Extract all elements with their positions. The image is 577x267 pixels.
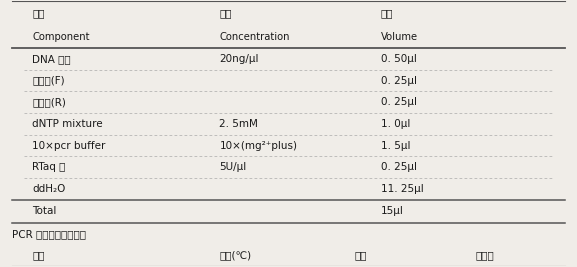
Text: 11. 25μl: 11. 25μl — [381, 184, 424, 194]
Text: dNTP mixture: dNTP mixture — [32, 119, 103, 129]
Text: RTaq 酶: RTaq 酶 — [32, 162, 66, 172]
Text: ddH₂O: ddH₂O — [32, 184, 66, 194]
Text: 5U/μl: 5U/μl — [219, 162, 247, 172]
Text: 温度(℃): 温度(℃) — [219, 250, 252, 261]
Text: 10×(mg²⁺plus): 10×(mg²⁺plus) — [219, 141, 297, 151]
Text: 0. 25μl: 0. 25μl — [381, 76, 417, 86]
Text: 体积: 体积 — [381, 9, 393, 19]
Text: Component: Component — [32, 32, 90, 42]
Text: 0. 25μl: 0. 25μl — [381, 162, 417, 172]
Text: 0. 50μl: 0. 50μl — [381, 54, 417, 64]
Text: DNA 模板: DNA 模板 — [32, 54, 71, 64]
Text: 后引物(R): 后引物(R) — [32, 97, 66, 107]
Text: 1. 5μl: 1. 5μl — [381, 141, 410, 151]
Text: 15μl: 15μl — [381, 206, 403, 216]
Text: 2. 5mM: 2. 5mM — [219, 119, 258, 129]
Text: 20ng/μl: 20ng/μl — [219, 54, 259, 64]
Text: Concentration: Concentration — [219, 32, 290, 42]
Text: 10×pcr buffer: 10×pcr buffer — [32, 141, 106, 151]
Text: 1. 0μl: 1. 0μl — [381, 119, 410, 129]
Text: 时间: 时间 — [355, 250, 367, 261]
Text: 0. 25μl: 0. 25μl — [381, 97, 417, 107]
Text: 组分: 组分 — [32, 9, 45, 19]
Text: Volume: Volume — [381, 32, 418, 42]
Text: 浓度: 浓度 — [219, 9, 232, 19]
Text: Total: Total — [32, 206, 57, 216]
Text: PCR 反应条件见下表：: PCR 反应条件见下表： — [12, 229, 86, 239]
Text: 前引物(F): 前引物(F) — [32, 76, 65, 86]
Text: 循环数: 循环数 — [475, 250, 494, 261]
Text: 步骤: 步骤 — [32, 250, 45, 261]
